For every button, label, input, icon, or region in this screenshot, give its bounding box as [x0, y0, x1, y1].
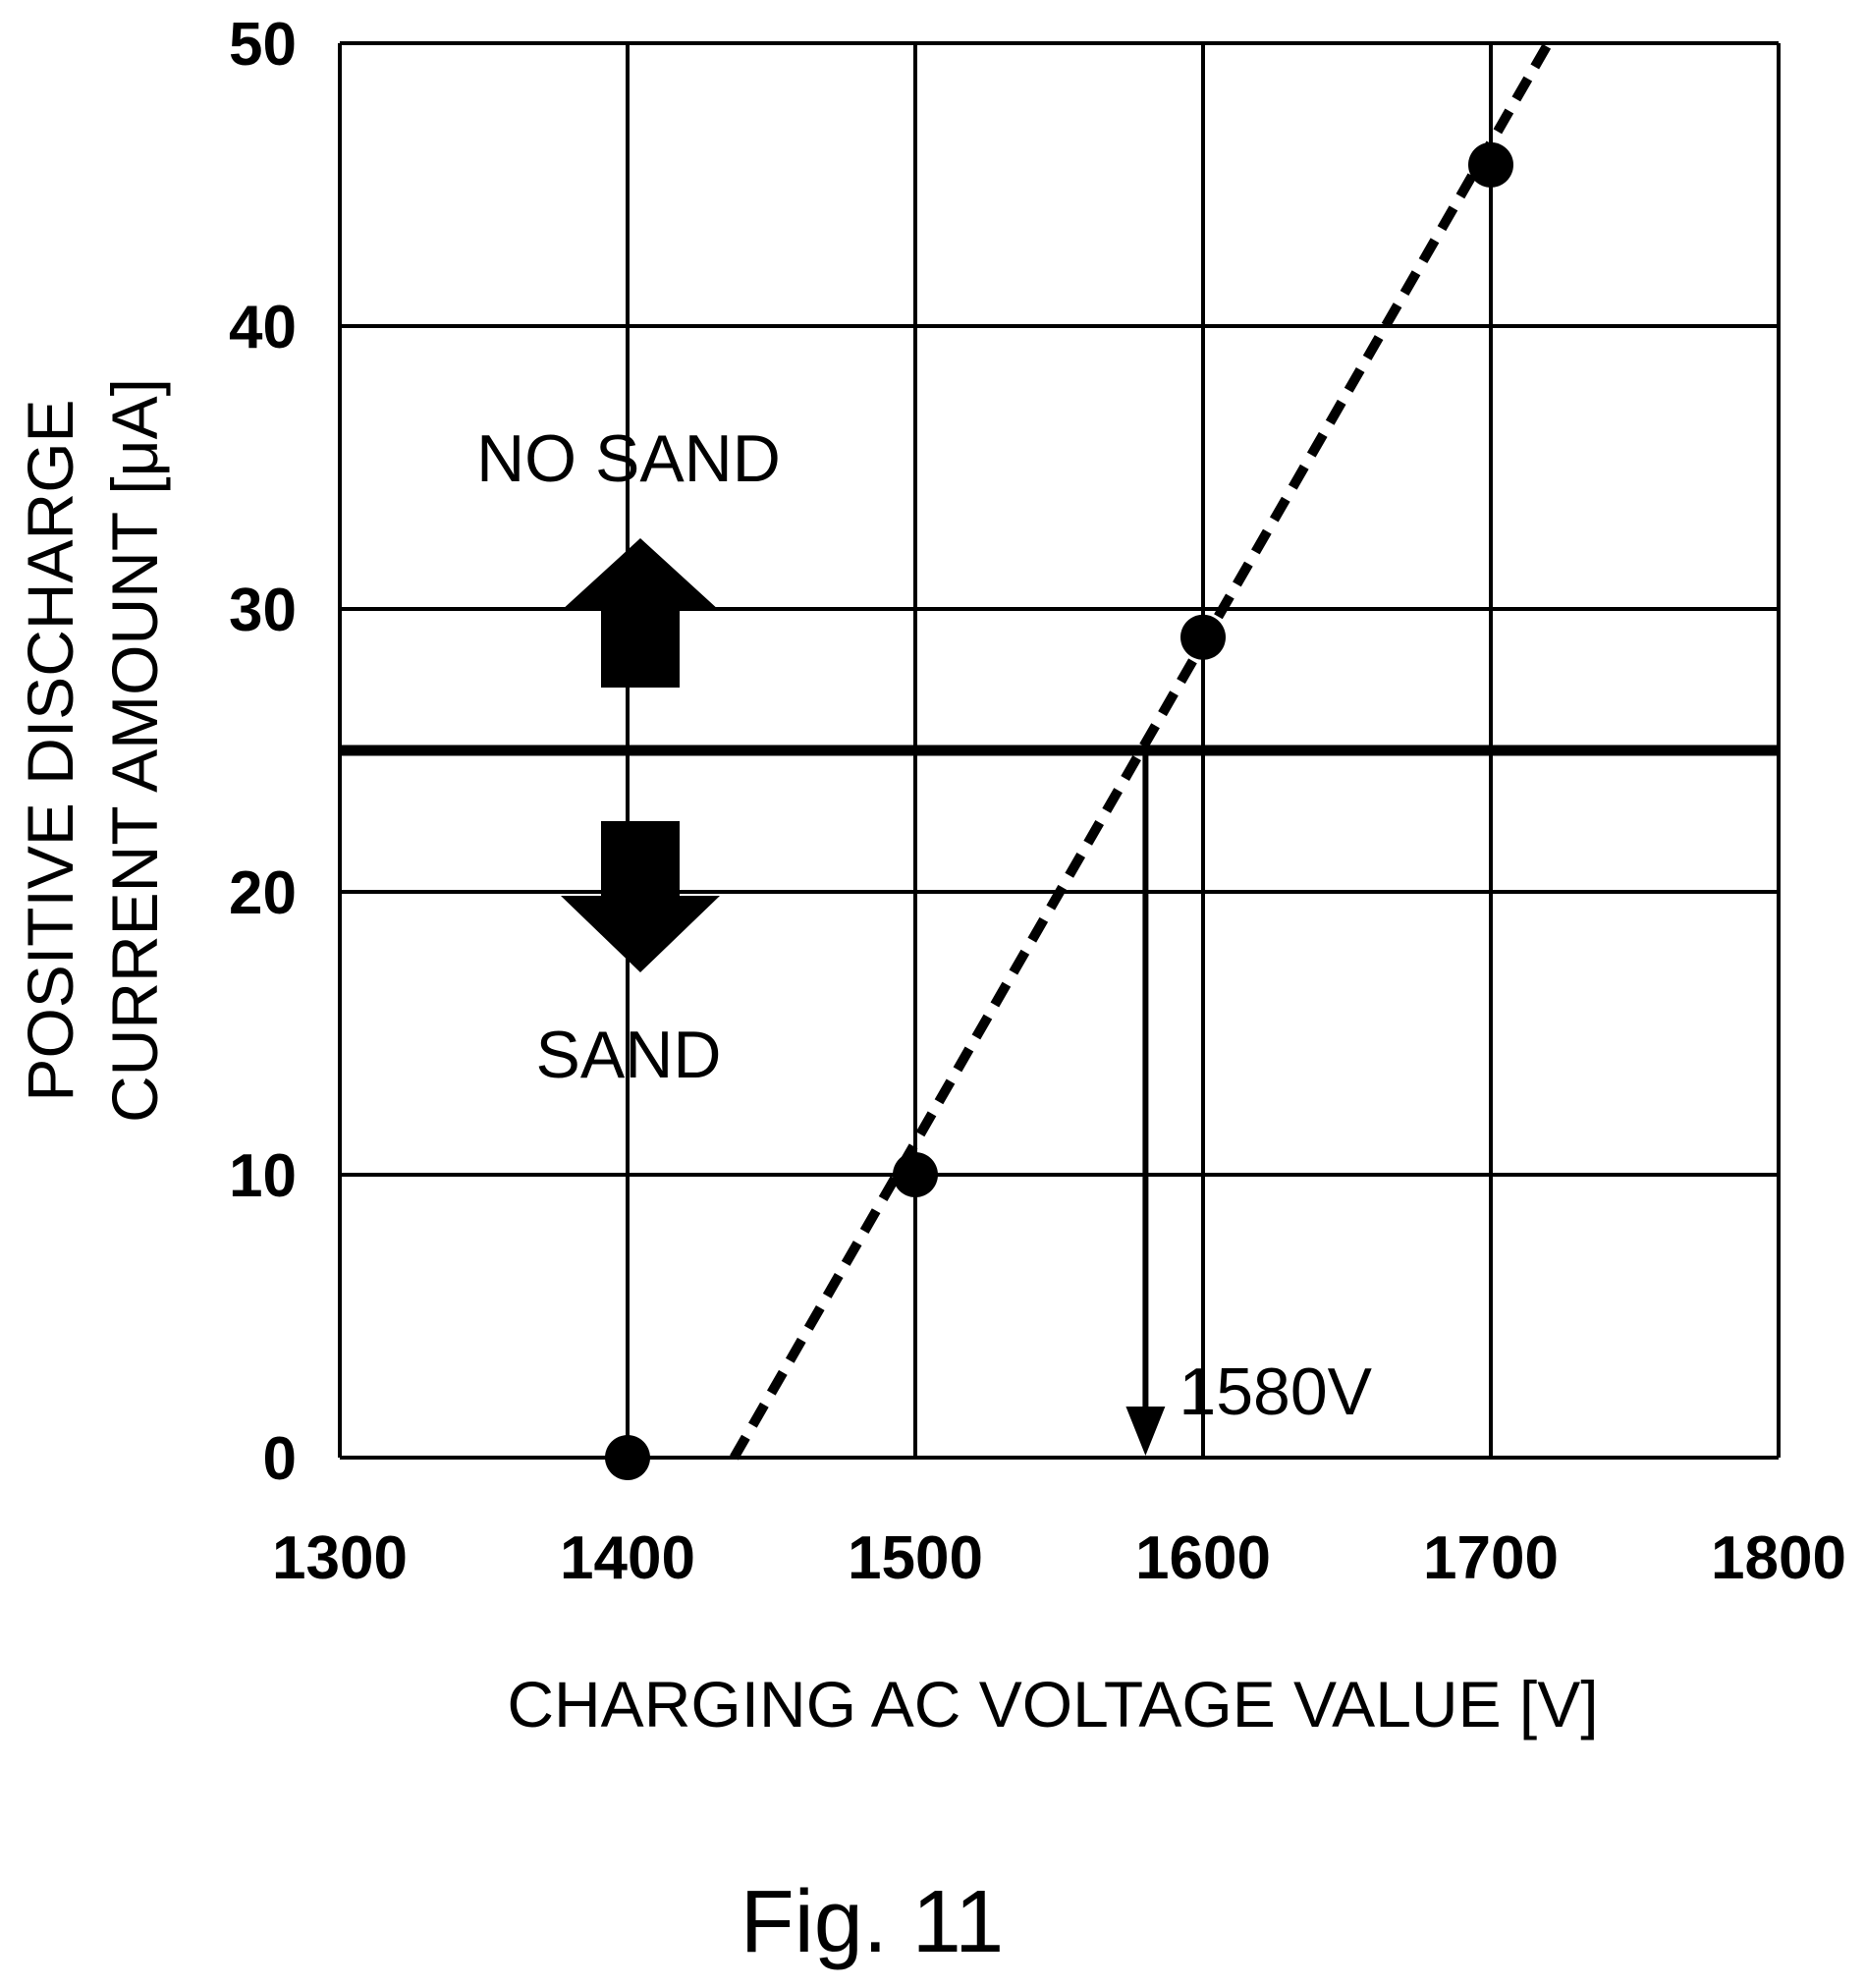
x-tick-label: 1700 — [1423, 1524, 1559, 1592]
x-tick-label: 1300 — [272, 1524, 408, 1592]
data-point — [893, 1152, 938, 1197]
data-point — [1468, 141, 1513, 188]
threshold-label: 1580V — [1179, 1354, 1372, 1429]
x-axis-label: CHARGING AC VOLTAGE VALUE [V] — [507, 1668, 1598, 1740]
no-sand-label: NO SAND — [476, 421, 781, 496]
data-point — [1180, 614, 1226, 660]
y-tick-label: 0 — [263, 1425, 297, 1493]
trend-line — [730, 40, 1553, 1461]
y-tick-label: 50 — [229, 11, 297, 79]
y-tick-label: 30 — [229, 577, 297, 644]
trend-line-group — [730, 40, 1553, 1461]
data-point — [605, 1435, 650, 1480]
x-tick-label: 1500 — [848, 1524, 983, 1592]
y-tick-label: 20 — [229, 859, 297, 927]
y-tick-label: 10 — [229, 1142, 297, 1210]
x-tick-label: 1800 — [1711, 1524, 1846, 1592]
y-tick-labels: 0 10 20 30 40 50 — [229, 11, 297, 1493]
down-arrow — [561, 821, 720, 972]
figure-caption: Fig. 11 — [741, 1873, 1004, 1971]
region-arrows — [561, 538, 720, 972]
y-tick-label: 40 — [229, 294, 297, 361]
threshold-marker — [340, 745, 1779, 1456]
x-tick-label: 1400 — [560, 1524, 695, 1592]
x-tick-labels: 1300 1400 1500 1600 1700 1800 — [272, 1524, 1846, 1592]
x-tick-label: 1600 — [1135, 1524, 1271, 1592]
y-axis-label-line2: CURRENT AMOUNT [μA] — [98, 378, 171, 1123]
threshold-arrowhead — [1125, 1407, 1166, 1456]
sand-label: SAND — [536, 1018, 722, 1092]
y-axis-label-line1: POSITIVE DISCHARGE — [14, 399, 86, 1101]
data-points — [605, 141, 1513, 1480]
up-arrow — [561, 538, 720, 688]
